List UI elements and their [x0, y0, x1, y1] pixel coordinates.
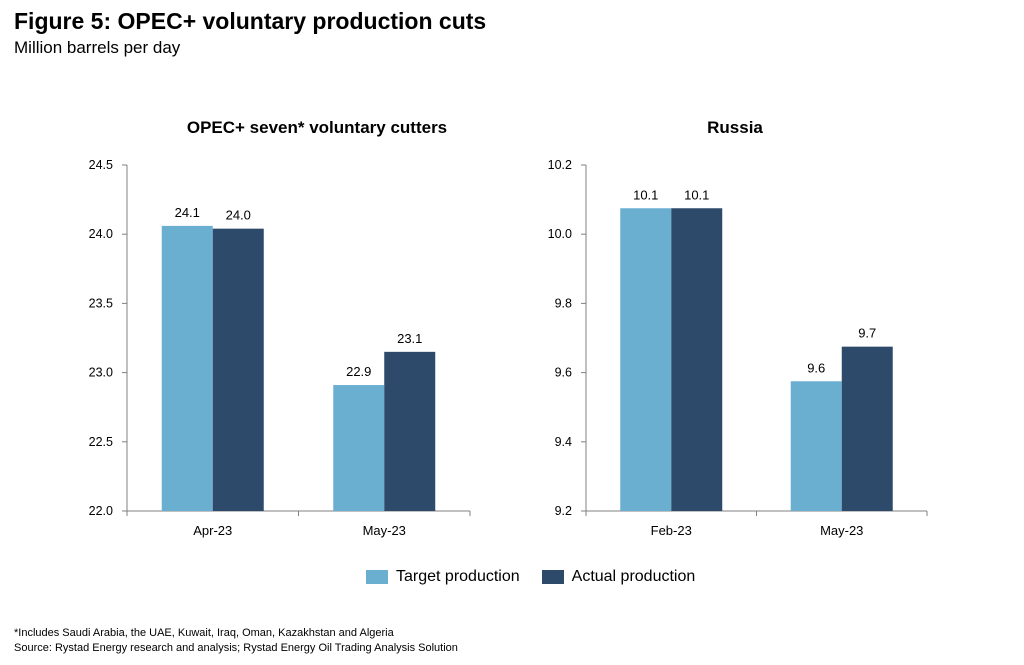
legend-label-actual: Actual production — [571, 568, 696, 585]
y-tick-label: 9.8 — [555, 296, 572, 310]
data-label: 24.0 — [226, 208, 251, 223]
y-tick-label: 9.2 — [555, 504, 572, 518]
y-tick-label: 22.0 — [89, 504, 113, 518]
y-tick-label: 9.4 — [555, 435, 572, 449]
data-label: 10.1 — [684, 187, 709, 202]
bar-target — [161, 225, 213, 511]
bar-actual — [841, 346, 893, 511]
source-note: Source: Rystad Energy research and analy… — [14, 642, 458, 654]
bar-actual — [671, 208, 723, 511]
legend-item-target: Target production — [366, 568, 520, 586]
y-tick-label: 24.5 — [89, 158, 113, 172]
legend-swatch-actual — [541, 570, 564, 584]
footnote: *Includes Saudi Arabia, the UAE, Kuwait,… — [14, 627, 394, 639]
data-label: 24.1 — [175, 205, 200, 220]
x-tick-label: Apr-23 — [193, 523, 232, 538]
data-label: 9.7 — [858, 326, 876, 341]
y-tick-label: 24.0 — [89, 227, 113, 241]
legend-swatch-target — [366, 570, 388, 584]
legend-label-target: Target production — [396, 568, 520, 585]
x-tick-label: Feb-23 — [651, 523, 692, 538]
bar-target — [790, 381, 842, 511]
bar-actual — [384, 351, 436, 511]
notes: *Includes Saudi Arabia, the UAE, Kuwait,… — [14, 626, 458, 656]
y-tick-label: 10.0 — [548, 227, 572, 241]
data-label: 22.9 — [346, 364, 371, 379]
legend: Target production Actual production — [366, 568, 717, 586]
y-tick-label: 22.5 — [89, 435, 113, 449]
x-tick-label: May-23 — [820, 523, 863, 538]
data-label: 23.1 — [397, 331, 422, 346]
y-tick-label: 9.6 — [555, 366, 572, 380]
y-tick-label: 10.2 — [548, 158, 572, 172]
data-label: 9.6 — [807, 360, 825, 375]
y-tick-label: 23.5 — [89, 296, 113, 310]
legend-item-actual: Actual production — [541, 568, 696, 586]
figure-subtitle: Million barrels per day — [14, 38, 181, 57]
figure-title: Figure 5: OPEC+ voluntary production cut… — [14, 8, 487, 34]
x-tick-label: May-23 — [363, 523, 406, 538]
chart-title-2: Russia — [707, 118, 763, 137]
bar-actual — [212, 228, 264, 511]
data-label: 10.1 — [633, 187, 658, 202]
bar-target — [620, 208, 672, 511]
bar-target — [333, 385, 385, 511]
chart-title-1: OPEC+ seven* voluntary cutters — [187, 118, 447, 137]
y-tick-label: 23.0 — [89, 366, 113, 380]
